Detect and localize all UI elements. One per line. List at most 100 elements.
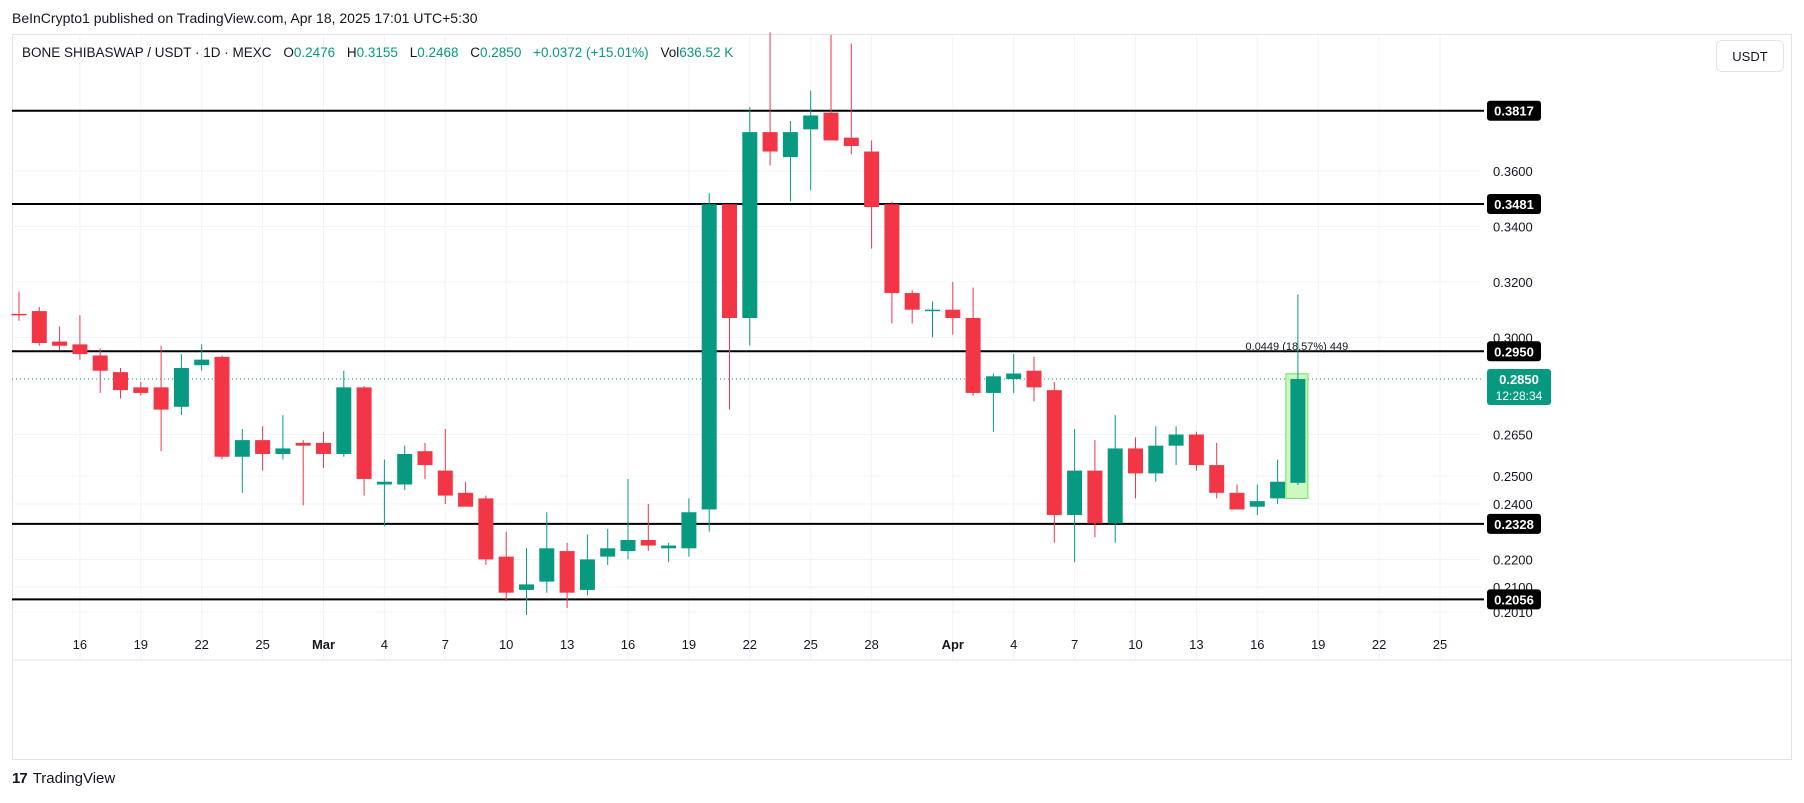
level-price-tag — [1487, 100, 1541, 121]
currency-button[interactable]: USDT — [1716, 40, 1784, 72]
candle-body — [904, 293, 920, 310]
candlestick-series — [11, 32, 1306, 615]
x-tick-label: 7 — [442, 637, 449, 652]
tradingview-footer[interactable]: 17 TradingView — [12, 770, 115, 787]
x-tick-label: 13 — [1189, 637, 1203, 652]
candle-body — [92, 355, 108, 371]
candle-body — [884, 204, 900, 294]
candle-body — [1148, 445, 1164, 474]
candle-body — [803, 115, 819, 130]
candle-body — [620, 539, 636, 552]
x-tick-label: 16 — [621, 637, 635, 652]
open-label: O — [283, 45, 294, 60]
candle-body — [1026, 370, 1042, 388]
level-price-label: 0.2056 — [1494, 592, 1534, 607]
level-price-tag — [1487, 341, 1541, 362]
x-tick-label: Apr — [942, 637, 964, 652]
change-value: +0.0372 (+15.01%) — [533, 45, 649, 60]
x-tick-label: 16 — [1250, 637, 1264, 652]
y-tick-label: 0.3600 — [1493, 164, 1533, 179]
x-tick-label: 4 — [381, 637, 388, 652]
symbol-name[interactable]: BONE SHIBASWAP / USDT · 1D · MEXC — [22, 45, 272, 60]
x-tick-label: 19 — [1311, 637, 1325, 652]
candle-body — [1209, 465, 1225, 493]
candle-body — [417, 451, 433, 466]
candle-body — [722, 204, 737, 319]
symbol-legend: BONE SHIBASWAP / USDT · 1D · MEXC O0.247… — [22, 45, 741, 60]
chart-frame — [12, 34, 1792, 760]
x-tick-label: 22 — [194, 637, 208, 652]
x-tick-label: 25 — [1433, 637, 1447, 652]
x-tick-label: 19 — [682, 637, 696, 652]
open-value: 0.2476 — [293, 45, 336, 60]
level-price-label: 0.3481 — [1494, 197, 1534, 212]
candle-body — [600, 548, 616, 557]
candle-body — [640, 539, 656, 546]
measure-label: 0.0449 (18.57%) 449 — [1246, 341, 1349, 353]
candle-body — [925, 309, 940, 312]
candle-body — [985, 376, 1001, 393]
candle-body — [1168, 434, 1184, 446]
x-tick-label: 10 — [1128, 637, 1142, 652]
level-price-label: 0.3817 — [1494, 104, 1534, 119]
low-value: 0.2468 — [417, 45, 459, 60]
y-tick-label: 0.2400 — [1493, 497, 1533, 512]
support-resistance-levels — [12, 109, 1484, 601]
candle-body — [194, 359, 210, 366]
close-value: 0.2850 — [480, 45, 522, 60]
candle-body — [173, 367, 189, 407]
candle-body — [113, 372, 128, 391]
candle-body — [376, 481, 392, 485]
x-tick-label: 4 — [1010, 637, 1017, 652]
candle-body — [356, 387, 372, 479]
x-tick-label: 13 — [560, 637, 574, 652]
volume-label: Vol — [660, 45, 680, 60]
candle-body — [1249, 501, 1265, 507]
candle-body — [31, 311, 47, 343]
candle-body — [458, 492, 474, 507]
candle-body — [965, 318, 981, 393]
x-tick-label: 22 — [1372, 637, 1386, 652]
candle-body — [214, 356, 230, 457]
y-tick-label: 0.2650 — [1493, 428, 1533, 443]
x-tick-label: 25 — [255, 637, 269, 652]
price-axis: 0.36000.34000.32000.30000.26500.25000.24… — [1487, 100, 1551, 620]
candle-body — [762, 132, 778, 152]
high-label: H — [346, 45, 357, 60]
x-tick-label: 7 — [1071, 637, 1078, 652]
candle-body — [478, 498, 494, 560]
candle-body — [397, 453, 413, 485]
level-price-tag — [1487, 589, 1541, 610]
candle-body — [295, 442, 311, 446]
volume-value: 636.52 K — [679, 45, 734, 60]
candle-body — [336, 387, 352, 454]
candle-body — [1046, 390, 1062, 516]
candle-body — [1067, 470, 1083, 516]
y-tick-label: 0.3400 — [1493, 219, 1533, 234]
x-tick-label: 10 — [499, 637, 513, 652]
candle-body — [681, 512, 697, 549]
low-label: L — [409, 45, 418, 60]
candle-body — [782, 132, 798, 158]
candle-body — [661, 545, 677, 549]
candle-body — [823, 112, 839, 141]
candle-body — [1128, 448, 1143, 474]
candle-body — [1087, 470, 1103, 524]
candle-body — [519, 584, 534, 590]
candle-body — [1107, 448, 1123, 524]
candle-body — [1229, 492, 1245, 510]
countdown-label: 12:28:34 — [1496, 389, 1543, 403]
candle-body — [1270, 481, 1286, 499]
candle-body — [945, 309, 961, 319]
candle-body — [255, 440, 271, 454]
candle-body — [11, 313, 27, 316]
candle-body — [559, 551, 575, 593]
candle-body — [864, 151, 880, 208]
close-label: C — [470, 45, 481, 60]
x-tick-label: Mar — [312, 637, 335, 652]
current-price-tag — [1487, 369, 1551, 406]
x-tick-label: 25 — [803, 637, 817, 652]
time-axis: 16 19 22 25 Mar 4 7 10 13 16 19 22 25 28 Apr 4 7 10 13 16 19… — [12, 637, 1792, 661]
candle-body — [1290, 379, 1306, 483]
